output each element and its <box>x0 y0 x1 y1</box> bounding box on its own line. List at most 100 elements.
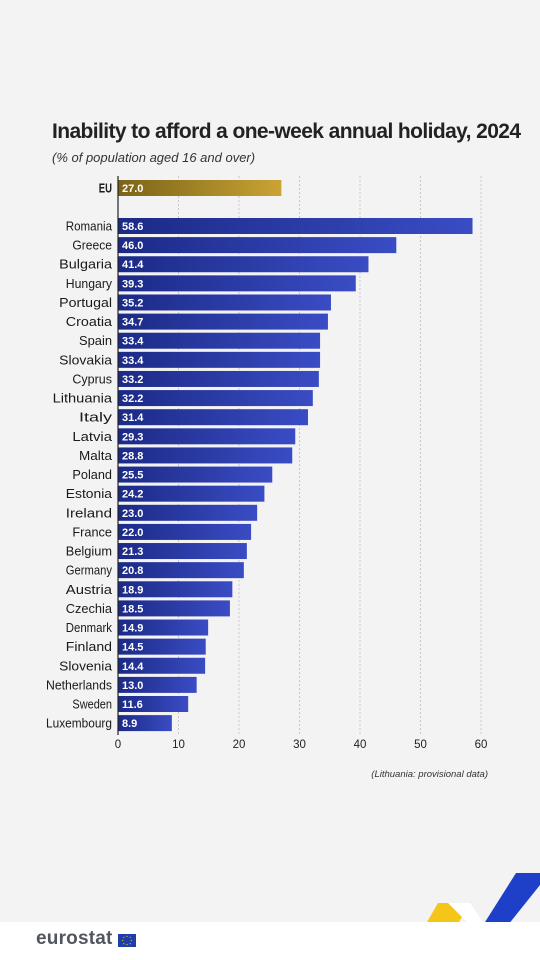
chart-title: Inability to afford a one-week annual ho… <box>52 120 521 143</box>
category-label: Belgium <box>66 545 112 559</box>
x-tick-label: 60 <box>475 739 488 751</box>
category-label: Poland <box>72 468 112 482</box>
eu-flag-icon <box>118 934 136 947</box>
category-label: Bulgaria <box>59 258 112 272</box>
category-label: Austria <box>66 583 112 597</box>
category-label: Denmark <box>66 621 113 635</box>
bar <box>118 523 252 540</box>
bar <box>118 581 233 598</box>
x-tick-label: 40 <box>354 739 367 751</box>
bar <box>118 275 356 292</box>
data-label: 21.3 <box>122 546 143 558</box>
category-label: Italy <box>79 411 113 425</box>
category-label: Malta <box>79 449 112 463</box>
data-label: 20.8 <box>122 565 143 577</box>
category-label: Sweden <box>72 698 112 712</box>
bar <box>118 676 197 693</box>
bar <box>118 237 397 254</box>
x-tick-label: 50 <box>414 739 427 751</box>
category-label: Hungary <box>66 277 113 291</box>
category-label: Ireland <box>66 506 112 520</box>
data-label: 14.4 <box>122 661 144 673</box>
category-label: Slovenia <box>59 659 112 673</box>
bar-eu <box>118 180 282 196</box>
data-label: 18.5 <box>122 603 143 615</box>
data-label: 35.2 <box>122 297 143 309</box>
bar <box>118 466 273 483</box>
category-label: Cyprus <box>72 372 112 386</box>
data-label: 13.0 <box>122 680 143 692</box>
category-label: Romania <box>66 220 112 234</box>
bar <box>118 619 209 636</box>
data-label: 25.5 <box>122 470 143 482</box>
category-label: EU <box>99 182 112 196</box>
bar <box>118 485 265 502</box>
data-label: 24.2 <box>122 489 143 501</box>
provisional-note: (Lithuania: provisional data) <box>371 769 488 780</box>
bar <box>118 504 258 521</box>
bar <box>118 370 319 387</box>
data-label: 8.9 <box>122 718 137 730</box>
data-label: 46.0 <box>122 240 143 252</box>
data-label: 14.5 <box>122 642 143 654</box>
bar <box>118 715 172 732</box>
data-label: 18.9 <box>122 584 143 596</box>
bar <box>118 543 247 560</box>
data-label: 23.0 <box>122 508 143 520</box>
category-label: Slovakia <box>59 353 112 367</box>
data-label: 33.4 <box>122 355 144 367</box>
data-label: 29.3 <box>122 431 143 443</box>
bar <box>118 218 473 234</box>
x-tick-label: 30 <box>293 739 306 751</box>
bar <box>118 332 321 349</box>
data-label: 31.4 <box>122 412 144 424</box>
data-label: 22.0 <box>122 527 143 539</box>
data-label: 34.7 <box>122 317 143 329</box>
data-label: 32.2 <box>122 393 143 405</box>
category-label: Luxembourg <box>46 717 112 731</box>
blue-chevron-stroke <box>480 873 540 935</box>
bar <box>118 600 230 617</box>
bar <box>118 447 293 464</box>
chart-subtitle: (% of population aged 16 and over) <box>52 150 256 165</box>
category-label: Netherlands <box>46 678 112 692</box>
bar <box>118 562 244 579</box>
data-label: 27.0 <box>122 183 143 195</box>
data-label: 39.3 <box>122 278 143 290</box>
category-label: Czechia <box>66 602 112 616</box>
category-label: Germany <box>66 564 113 578</box>
category-label: Lithuania <box>53 392 112 406</box>
x-tick-label: 0 <box>115 739 121 751</box>
data-label: 33.4 <box>122 336 144 348</box>
bar <box>118 428 296 445</box>
category-label: Greece <box>72 239 112 253</box>
category-label: Estonia <box>66 487 112 501</box>
bar <box>118 294 331 311</box>
bar <box>118 313 328 330</box>
x-tick-label: 20 <box>233 739 246 751</box>
category-label: Portugal <box>59 296 112 310</box>
bar <box>118 256 369 273</box>
footer-bar <box>0 922 540 960</box>
data-label: 28.8 <box>122 450 143 462</box>
data-label: 41.4 <box>122 259 144 271</box>
category-label: Croatia <box>66 315 112 329</box>
bar <box>118 696 189 712</box>
data-label: 14.9 <box>122 623 143 635</box>
bar <box>118 351 321 368</box>
bar <box>118 657 206 674</box>
bar <box>118 409 308 426</box>
data-label: 58.6 <box>122 221 143 233</box>
bar <box>118 390 313 407</box>
data-label: 33.2 <box>122 374 143 386</box>
x-tick-label: 10 <box>172 739 185 751</box>
category-label: Spain <box>79 334 112 348</box>
bar <box>118 638 206 655</box>
data-label: 11.6 <box>122 699 143 711</box>
eurostat-logo: eurostat <box>36 928 113 949</box>
category-label: Latvia <box>72 430 112 444</box>
category-label: Finland <box>66 640 112 654</box>
category-label: France <box>72 525 112 539</box>
